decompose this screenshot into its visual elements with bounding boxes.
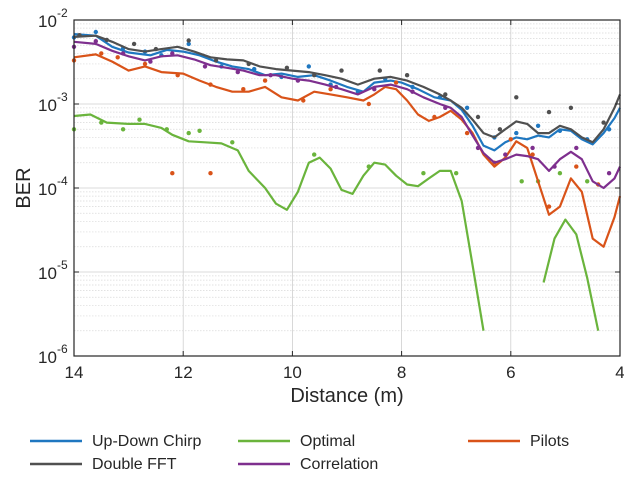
y-tick-exponent: -4: [57, 174, 68, 188]
series-2: [71, 51, 622, 248]
y-tick-label: 10: [38, 264, 57, 283]
data-point: [568, 105, 574, 111]
data-point: [213, 58, 219, 63]
legend: Up-Down Chirp Optimal Pilots Double FFT Corr…: [30, 433, 569, 473]
legend-item-4: Correlation: [238, 456, 378, 473]
data-point: [404, 73, 410, 78]
legend-label: Pilots: [530, 433, 569, 450]
x-axis-label: Distance (m): [290, 385, 403, 407]
data-point: [115, 55, 120, 60]
data-point: [519, 179, 524, 184]
series-line: [73, 34, 622, 144]
data-point: [142, 61, 148, 67]
series-line: [73, 40, 621, 190]
axis-ticks: 14 12 10 8 6 410-610-510-410-310-2: [38, 6, 624, 382]
x-tick-label: 4: [615, 363, 624, 382]
chart-series: [71, 29, 622, 331]
data-point: [530, 152, 535, 157]
series-4: [71, 39, 621, 190]
data-point: [377, 68, 382, 73]
data-point: [93, 39, 99, 44]
y-tick-label: 10: [38, 348, 57, 367]
data-point: [601, 120, 606, 125]
data-point: [585, 179, 590, 184]
data-point: [497, 127, 503, 132]
data-point: [464, 105, 470, 111]
data-point: [148, 59, 153, 64]
data-point: [186, 130, 191, 136]
data-point: [574, 164, 579, 169]
x-tick-label: 8: [397, 363, 406, 382]
data-point: [606, 171, 612, 176]
data-point: [208, 171, 213, 176]
legend-label: Correlation: [300, 456, 378, 473]
legend-item-2: Pilots: [468, 433, 569, 450]
data-point: [202, 64, 208, 69]
data-point: [186, 38, 191, 43]
x-tick-label: 12: [174, 363, 193, 382]
data-point: [366, 101, 371, 107]
data-point: [535, 123, 541, 128]
series-line: [73, 113, 485, 331]
data-point: [170, 171, 175, 176]
x-tick-label: 10: [283, 363, 302, 382]
y-tick-exponent: -6: [57, 342, 68, 356]
data-point: [475, 114, 481, 120]
data-point: [137, 117, 142, 122]
x-tick-label: 14: [65, 363, 84, 382]
data-point: [530, 145, 535, 151]
legend-item-3: Double FFT: [30, 456, 177, 473]
series-3: [73, 33, 622, 144]
legend-item-0: Up-Down Chirp: [30, 433, 201, 450]
data-point: [546, 204, 552, 209]
y-tick-label: 10: [38, 96, 57, 115]
data-point: [454, 171, 459, 176]
data-point: [546, 109, 552, 115]
y-tick-exponent: -2: [57, 6, 68, 20]
data-point: [574, 145, 579, 151]
data-point: [328, 87, 333, 92]
data-point: [120, 127, 126, 132]
data-point: [339, 68, 344, 73]
data-point: [230, 140, 235, 145]
data-point: [443, 92, 448, 97]
data-point: [186, 41, 191, 47]
data-point: [131, 41, 137, 47]
y-tick-label: 10: [38, 180, 57, 199]
data-point: [514, 130, 519, 136]
y-tick-exponent: -5: [57, 258, 68, 272]
series-line: [542, 218, 600, 331]
data-point: [464, 130, 470, 136]
y-tick-label: 10: [38, 12, 57, 31]
data-point: [312, 152, 317, 157]
x-tick-label: 6: [506, 363, 515, 382]
data-point: [93, 29, 99, 35]
data-point: [197, 128, 202, 133]
data-point: [508, 137, 513, 142]
legend-label: Double FFT: [92, 456, 177, 473]
data-point: [557, 171, 563, 176]
data-point: [262, 78, 268, 83]
legend-label: Optimal: [300, 433, 355, 450]
data-point: [306, 64, 311, 69]
legend-item-1: Optimal: [238, 433, 355, 450]
data-point: [99, 51, 104, 56]
y-tick-exponent: -3: [57, 90, 68, 104]
y-axis-label: BER: [13, 167, 35, 208]
data-point: [235, 69, 240, 75]
data-point: [241, 87, 246, 92]
data-point: [421, 171, 426, 176]
legend-label: Up-Down Chirp: [92, 433, 201, 450]
data-point: [393, 80, 399, 85]
chart-grid: [73, 19, 621, 357]
series-1: [71, 113, 600, 331]
series-line: [73, 53, 622, 248]
data-point: [503, 152, 508, 157]
data-point: [514, 95, 519, 100]
